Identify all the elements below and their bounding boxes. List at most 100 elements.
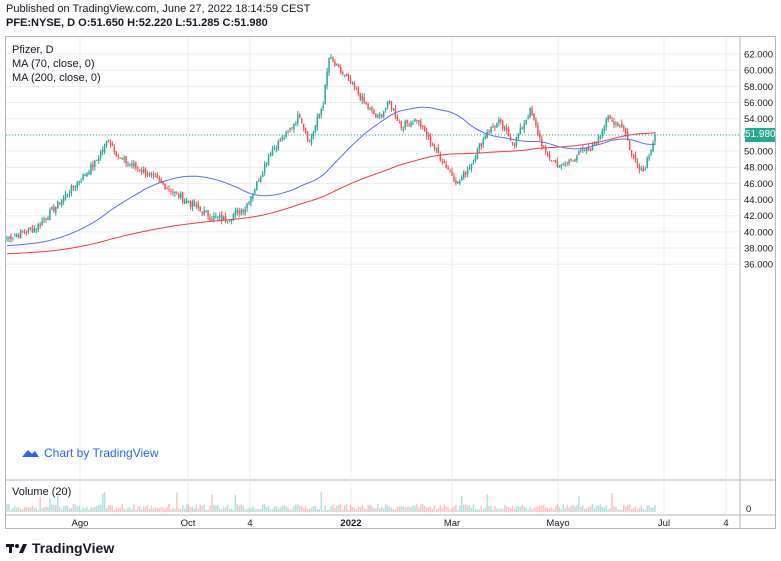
candle-body — [468, 168, 471, 170]
candle-body — [474, 157, 477, 162]
volume-bar — [125, 509, 127, 512]
volume-bar — [172, 507, 174, 512]
volume-bar — [359, 507, 362, 512]
volume-bar — [558, 507, 561, 512]
volume-bar — [88, 509, 90, 512]
volume-bar — [384, 504, 387, 512]
volume-bar — [466, 505, 469, 512]
candle-body — [334, 61, 336, 66]
volume-bar — [468, 504, 471, 512]
candle-body — [410, 122, 412, 127]
candle-body — [537, 125, 539, 135]
candle-body — [351, 81, 354, 84]
candle-body — [324, 84, 326, 105]
candle-body — [37, 224, 39, 230]
candle-body — [185, 200, 188, 203]
volume-bar — [181, 505, 184, 512]
volume-bar — [412, 505, 414, 512]
candle-body — [248, 202, 250, 204]
volume-bar — [80, 509, 82, 512]
candle-body — [453, 175, 455, 182]
volume-bar — [546, 508, 549, 512]
candle-body — [326, 71, 328, 87]
volume-bar — [626, 504, 629, 512]
volume-bar — [453, 506, 455, 512]
volume-bar — [58, 506, 61, 512]
candle-body — [328, 58, 330, 73]
watermark: Chart by TradingView — [20, 446, 159, 460]
volume-bar — [371, 506, 373, 512]
candle-body — [224, 216, 227, 222]
volume-bar — [332, 504, 334, 512]
candle-body — [490, 126, 492, 133]
candle-body — [299, 114, 301, 118]
volume-bar — [21, 509, 24, 512]
candle-body — [25, 231, 28, 233]
volume-bar — [183, 508, 186, 512]
volume-bar — [490, 505, 492, 512]
candle-body — [275, 148, 278, 150]
candle-body — [511, 142, 514, 144]
candle-body — [142, 169, 145, 173]
candle-body — [375, 113, 377, 117]
volume-bar — [367, 505, 369, 512]
candle-body — [283, 138, 285, 140]
candle-body — [603, 126, 605, 131]
volume-bar — [511, 505, 514, 512]
candle-body — [572, 160, 574, 162]
volume-bar — [476, 509, 479, 512]
volume-bar — [57, 496, 59, 512]
candle-body — [425, 131, 428, 137]
volume-bar — [312, 506, 315, 512]
volume-bar — [568, 507, 570, 512]
candle-body — [636, 161, 639, 167]
volume-bar — [158, 508, 160, 512]
volume-bar — [652, 507, 654, 512]
candle-body — [322, 105, 324, 109]
volume-bar — [537, 506, 539, 512]
candle-body — [429, 136, 432, 145]
volume-bar — [211, 494, 213, 512]
volume-bar — [260, 508, 262, 512]
candle-body — [181, 192, 184, 202]
candle-body — [123, 157, 125, 160]
volume-bar — [179, 508, 182, 512]
candle-body — [382, 111, 385, 117]
volume-bar — [503, 504, 506, 512]
volume-bar — [271, 509, 274, 512]
volume-bar — [449, 509, 451, 512]
published-line: Published on TradingView.com, June 27, 2… — [6, 3, 311, 15]
candle-body — [277, 141, 280, 149]
volume-bar — [509, 508, 512, 512]
watermark-text: Chart by TradingView — [44, 446, 159, 460]
volume-bar — [107, 505, 110, 512]
candle-body — [597, 138, 600, 141]
candle-body — [45, 218, 47, 220]
volume-bar — [338, 504, 340, 512]
volume-bar — [521, 505, 524, 512]
volume-bar — [390, 507, 393, 512]
candle-body — [201, 211, 203, 214]
volume-bar — [203, 504, 205, 512]
volume-bar — [14, 505, 16, 512]
candle-body — [349, 77, 352, 82]
volume-bar — [236, 504, 239, 512]
candle-body — [168, 189, 170, 191]
volume-bar — [472, 504, 475, 512]
volume-bar — [402, 506, 404, 512]
candle-body — [455, 180, 457, 184]
candle-body — [99, 152, 102, 158]
candle-body — [472, 162, 475, 165]
volume-bar — [293, 506, 295, 512]
candle-body — [638, 166, 641, 170]
volume-bar — [654, 505, 656, 512]
volume-bar — [39, 497, 41, 512]
volume-bar — [140, 509, 143, 512]
volume-bar — [304, 506, 307, 512]
candle-body — [642, 167, 645, 172]
volume-bar — [324, 505, 326, 512]
volume-bar — [502, 508, 504, 512]
candle-body — [580, 150, 582, 152]
volume-bar — [464, 504, 467, 512]
